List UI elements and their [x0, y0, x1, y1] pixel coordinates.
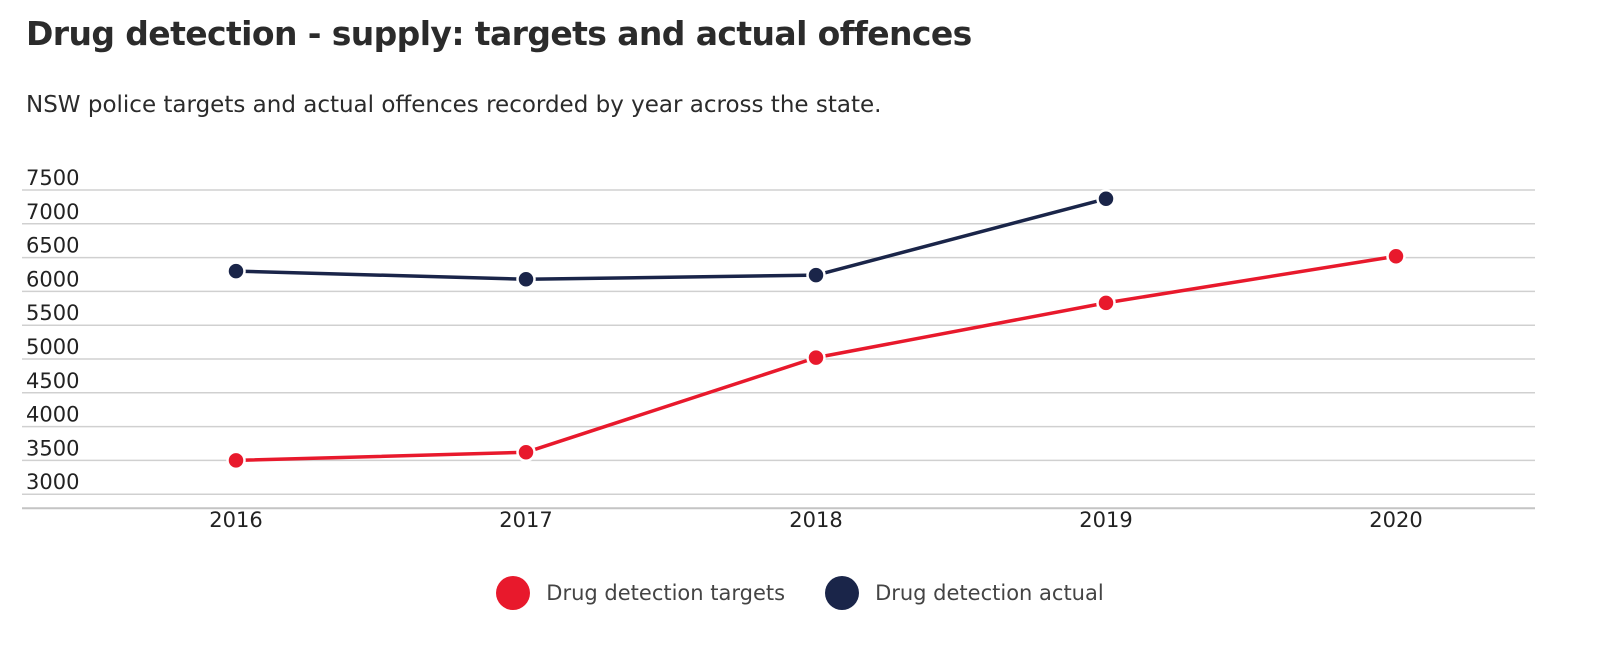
legend-item-actual[interactable]: Drug detection actual: [825, 576, 1104, 610]
point-actual-2017: [516, 269, 536, 289]
point-targets-2016: [226, 450, 246, 471]
point-targets-2020: [1386, 246, 1406, 266]
legend-label-actual: Drug detection actual: [875, 581, 1104, 605]
chart-subtitle: NSW police targets and actual offences r…: [26, 92, 882, 118]
point-actual-2018: [806, 265, 826, 285]
y-tick-label-4500: 4500: [26, 369, 79, 393]
point-actual-2019: [1096, 189, 1116, 209]
y-tick-label-6500: 6500: [26, 234, 79, 258]
point-targets-2017: [516, 442, 536, 463]
line-chart: 3000 3500 4000 4500 5000 5500 6000 6500 7000 7500…: [22, 166, 1535, 532]
y-tick-label-6000: 6000: [26, 267, 79, 291]
y-tick-label-5500: 5500: [26, 301, 79, 325]
chart-title: Drug detection - supply: targets and act…: [26, 14, 972, 53]
legend-label-targets: Drug detection targets: [546, 581, 786, 605]
x-tick-label-2020: 2020: [1369, 508, 1422, 532]
legend-swatch-actual: [825, 576, 860, 610]
y-tick-label-4000: 4000: [26, 403, 79, 427]
y-tick-label-3000: 3000: [26, 470, 79, 494]
y-tick-label-7500: 7500: [26, 166, 79, 190]
legend-item-targets[interactable]: Drug detection targets: [496, 576, 785, 610]
point-targets-2018: [806, 347, 826, 368]
x-tick-label-2018: 2018: [789, 508, 842, 532]
x-tick-label-2016: 2016: [209, 508, 262, 532]
point-actual-2016: [226, 261, 246, 281]
legend: Drug detection targets Drug detection ac…: [0, 576, 1600, 610]
x-tick-label-2017: 2017: [499, 508, 552, 532]
y-tick-label-3500: 3500: [26, 436, 79, 460]
point-targets-2019: [1096, 293, 1116, 313]
y-tick-label-5000: 5000: [26, 335, 79, 359]
series-line-actual: [234, 197, 1108, 281]
x-tick-label-2019: 2019: [1079, 508, 1132, 532]
y-tick-label-7000: 7000: [26, 200, 79, 224]
legend-swatch-targets: [496, 576, 531, 610]
